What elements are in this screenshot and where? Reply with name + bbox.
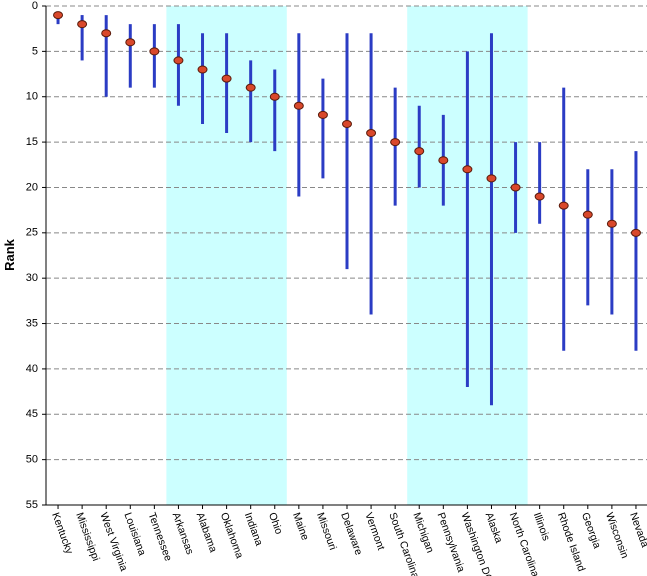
rank-point (342, 119, 352, 128)
rank-point (77, 20, 88, 29)
y-tick-label: 40 (26, 363, 38, 375)
rank-point (390, 138, 401, 147)
x-tick-label: Mississippi (73, 511, 102, 563)
y-tick-label: 0 (32, 0, 38, 12)
rank-point (293, 101, 304, 110)
y-tick-label: 15 (26, 136, 38, 148)
y-tick-label: 25 (26, 227, 38, 239)
x-tick-label: Michigan (410, 511, 436, 555)
rank-point (582, 210, 593, 219)
y-tick-label: 30 (26, 272, 38, 284)
x-tick-label: Wisconsin (603, 511, 631, 560)
rank-point (101, 29, 112, 38)
rank-point (414, 147, 425, 156)
x-tick-label: Maine (290, 511, 311, 542)
x-tick-label: Illinois (531, 511, 552, 543)
rank-point (510, 183, 521, 192)
y-tick-label: 55 (26, 499, 38, 511)
rank-point (486, 174, 497, 183)
rank-point (558, 201, 569, 210)
rank-point (630, 228, 641, 237)
rank-point (221, 74, 232, 83)
y-tick-label: 10 (26, 91, 38, 103)
rank-point (173, 56, 184, 65)
y-tick-label: 45 (26, 408, 38, 420)
rank-point (606, 219, 617, 228)
rank-point (149, 47, 160, 56)
rank-point (53, 11, 64, 20)
x-tick-label: Oklahoma (218, 511, 246, 560)
x-tick-label: Arkansas (170, 511, 196, 556)
rank-point (269, 92, 280, 101)
y-tick-label: 20 (26, 181, 38, 193)
x-tick-label: Ohio (266, 511, 285, 536)
rank-point (366, 129, 377, 138)
rank-point (534, 192, 545, 201)
y-tick-label: 5 (32, 45, 38, 57)
x-tick-label: Tennessee (146, 511, 175, 563)
x-tick-label: Missouri (314, 511, 339, 552)
rank-point (125, 38, 136, 47)
x-tick-label: Alabama (194, 511, 220, 554)
y-tick-label: 35 (26, 317, 38, 329)
x-tick-label: Georgia (579, 511, 603, 550)
x-tick-label: Alaska (483, 511, 505, 545)
rank-point (462, 165, 473, 174)
x-tick-label: Nevada (627, 511, 647, 549)
rank-point (197, 65, 208, 74)
rank-point (317, 110, 328, 119)
x-tick-label: Delaware (338, 511, 365, 557)
x-tick-label: Indiana (242, 511, 265, 548)
x-tick-label: Louisiana (121, 511, 148, 557)
rank-point (245, 83, 256, 92)
x-tick-label: Kentucky (49, 511, 75, 556)
rank-point (438, 156, 449, 165)
y-tick-label: 50 (26, 454, 38, 466)
x-tick-label: Vermont (362, 511, 387, 552)
y-axis-label: Rank (2, 238, 17, 271)
